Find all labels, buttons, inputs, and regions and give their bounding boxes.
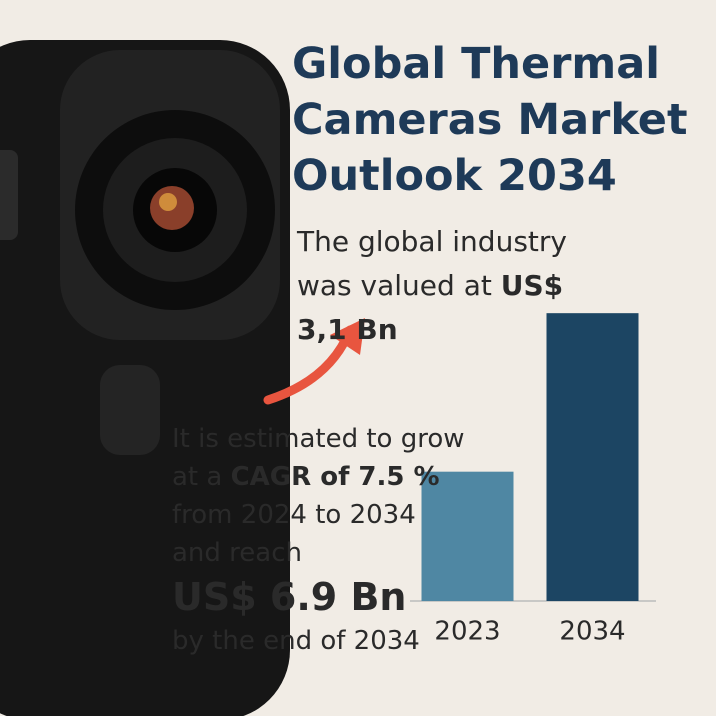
growth-period: from 2024 to 2034 and reach xyxy=(172,500,416,568)
x-tick-label: 2023 xyxy=(434,617,500,647)
growth-text: It is estimated to grow at a xyxy=(172,424,465,492)
growth-rate: CAGR of 7.5 % xyxy=(230,462,440,492)
bar xyxy=(546,313,639,601)
bar xyxy=(421,471,514,601)
camera-illustration xyxy=(0,40,290,716)
intro-text: The global industry was valued at xyxy=(297,225,567,302)
growth: It is estimated to grow at a CAGR of 7.5… xyxy=(172,420,472,660)
title: Global Thermal Cameras Market Outlook 20… xyxy=(292,39,688,201)
intro: The global industry was valued at US$ 3,… xyxy=(297,220,617,352)
arrow-head xyxy=(330,318,365,355)
intro-value: US$ 3,1 Bn xyxy=(297,269,564,346)
forecast-value: US$ 6.9 Bn xyxy=(172,575,407,619)
x-tick-label: 2034 xyxy=(559,617,625,647)
forecast-end: by the end of 2034 xyxy=(172,626,420,656)
